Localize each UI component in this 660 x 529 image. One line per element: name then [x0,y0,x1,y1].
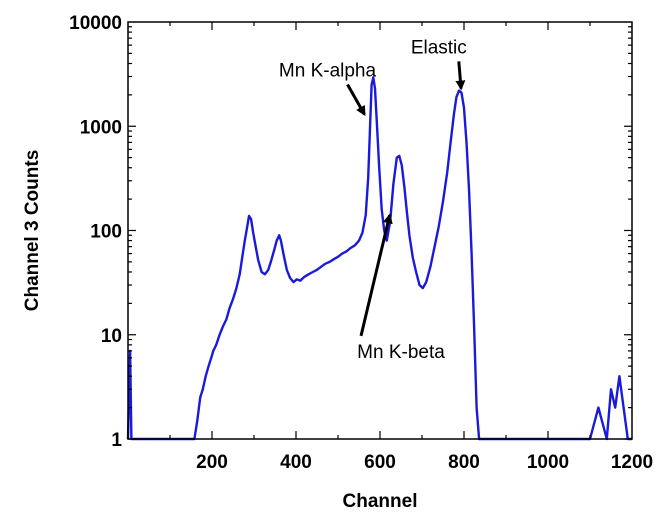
annotation-arrow [455,61,466,91]
y-axis-title: Channel 3 Counts [22,150,43,312]
series-line [126,76,632,441]
labels-layer: 200 400 600 800 1000 1200 1 10 100 1000 10000 [69,13,653,473]
ticks-layer [128,22,632,440]
annotation-arrow [359,213,393,337]
x-tick-label: 800 [448,452,480,473]
annotation-label: Elastic [411,37,467,58]
x-axis-title: Channel [343,491,418,512]
y-tick-label: 100 [90,222,122,243]
x-tick-label: 1000 [527,452,569,473]
y-tick-label: 1000 [80,117,122,138]
x-tick-label: 400 [280,452,312,473]
annotations-layer: Elastic Mn K-alpha Mn K-beta [279,37,467,362]
series-layer [126,76,632,441]
y-tick-label: 10 [101,326,122,347]
x-tick-label: 600 [364,452,396,473]
y-tick-label: 1 [111,430,122,451]
x-tick-label: 1200 [611,452,653,473]
y-tick-label: 10000 [69,13,122,34]
x-tick-label: 200 [196,452,228,473]
annotation-label: Mn K-beta [357,342,445,363]
annotation-label: Mn K-alpha [279,61,377,82]
plot-frame [127,21,633,440]
annotation-arrow [346,83,366,117]
